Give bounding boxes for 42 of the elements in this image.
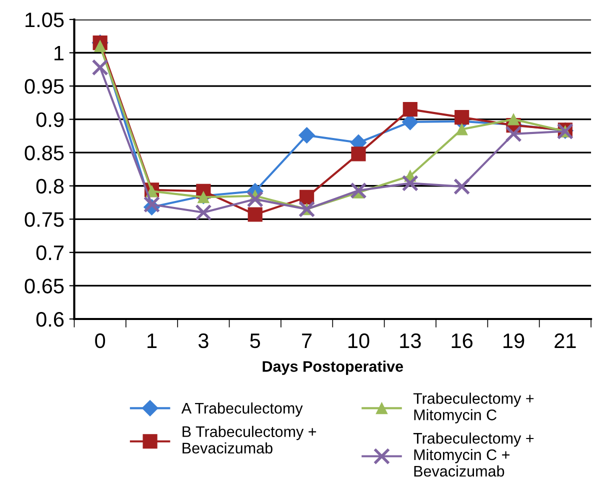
y-tick-label: 0.9 [36,112,64,128]
x-tick-label: 5 [250,334,260,348]
legend-label: A Trabeculectomy [181,402,303,417]
point [92,59,108,76]
x-tick-label: 3 [198,333,208,348]
point [402,174,418,192]
x-tick-label: 1 [148,334,157,348]
legend-label: Trabeculectomy + Mitomycin C + Bevacizumab [413,432,534,477]
point [402,102,418,117]
x-tick-label: 19 [504,333,524,348]
point [508,113,520,126]
x-tick-label: 21 [554,333,576,348]
point [298,127,316,144]
point [300,190,314,204]
x-tick-label: 13 [400,333,421,348]
point [350,182,367,199]
y-tick-label: 0.85 [24,146,64,160]
y-tick-label: 0.8 [36,178,64,194]
point [198,191,210,204]
y-tick-label: 0.75 [24,212,64,227]
point [505,126,522,142]
x-tick-label: 16 [452,333,473,348]
point [351,146,366,162]
x-tick-label: 0 [95,333,106,348]
x-tick-label: 10 [348,333,370,348]
legend-label: B Trabeculectomy + Bevacizumab [182,426,316,454]
point [456,123,468,136]
y-tick-label: 0.7 [36,245,64,260]
x-tick-label: 7 [302,334,312,348]
y-tick-label: 0.95 [24,79,64,94]
point [94,40,106,52]
y-tick-label: 0.65 [24,278,64,294]
legend-label: Trabeculectomy + Mitomycin C [413,392,534,424]
point [195,204,212,221]
point [454,110,470,125]
x-axis-title: Days Postoperative [262,360,404,375]
y-tick-label: 0.6 [36,312,64,327]
point [246,190,264,208]
y-tick-label: 1.05 [26,12,64,28]
point [248,207,262,222]
point [454,178,470,195]
y-tick-label: 1 [54,46,64,60]
